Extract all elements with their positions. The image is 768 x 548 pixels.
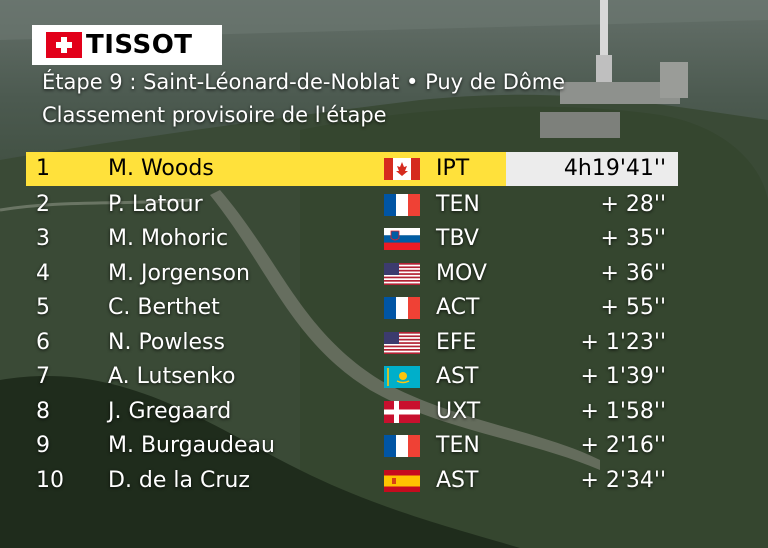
time-gap: + 35'' — [600, 226, 666, 251]
time-gap: + 1'58'' — [580, 399, 666, 424]
kazakhstan-flag-icon — [384, 366, 420, 388]
france-flag-icon — [384, 194, 420, 216]
team-code: TBV — [436, 226, 479, 251]
time-gap: + 36'' — [600, 261, 666, 286]
team-code: AST — [436, 468, 479, 493]
time-gap: + 55'' — [600, 295, 666, 320]
team-code: TEN — [436, 433, 480, 458]
swiss-cross-icon — [46, 32, 82, 58]
rider-name: M. Mohoric — [108, 226, 229, 251]
rank: 8 — [36, 399, 50, 424]
rank: 4 — [36, 261, 50, 286]
team-code: EFE — [436, 330, 477, 355]
rank: 5 — [36, 295, 50, 320]
tissot-logo-text: TISSOT — [86, 30, 193, 60]
canada-flag-icon — [384, 158, 420, 180]
rider-name: P. Latour — [108, 192, 203, 217]
standings-row-8: 8 J. Gregaard UXT + 1'58'' — [26, 395, 678, 429]
standings-row-6: 6 N. Powless EFE + 1'23'' — [26, 326, 678, 360]
leader-time-box — [506, 152, 678, 186]
team-code: TEN — [436, 192, 480, 217]
standings-row-10: 10 D. de la Cruz AST + 2'34'' — [26, 464, 678, 498]
rider-name: N. Powless — [108, 330, 225, 355]
time-gap: + 1'23'' — [580, 330, 666, 355]
rank: 6 — [36, 330, 50, 355]
spain-flag-icon — [384, 470, 420, 492]
time-gap: + 2'16'' — [580, 433, 666, 458]
ranking-subtitle: Classement provisoire de l'étape — [42, 103, 387, 127]
standings-row-2: 2 P. Latour TEN + 28'' — [26, 188, 678, 222]
rank: 10 — [36, 468, 64, 493]
team-code: AST — [436, 364, 479, 389]
rider-name: J. Gregaard — [108, 399, 232, 424]
team-code: IPT — [436, 156, 470, 181]
time-gap: + 2'34'' — [580, 468, 666, 493]
standings-row-1: 1 M. Woods IPT 4h19'41'' — [26, 152, 678, 186]
rank: 7 — [36, 364, 50, 389]
time-gap: + 1'39'' — [580, 364, 666, 389]
rider-name: D. de la Cruz — [108, 468, 250, 493]
france-flag-icon — [384, 297, 420, 319]
rank: 3 — [36, 226, 50, 251]
denmark-flag-icon — [384, 401, 420, 423]
usa-flag-icon — [384, 332, 420, 354]
rider-name: C. Berthet — [108, 295, 220, 320]
stage-title: Étape 9 : Saint-Léonard-de-Noblat • Puy … — [42, 70, 566, 94]
standings-row-9: 9 M. Burgaudeau TEN + 2'16'' — [26, 429, 678, 463]
team-code: ACT — [436, 295, 480, 320]
slovenia-flag-icon — [384, 228, 420, 250]
tissot-logo: TISSOT — [32, 25, 222, 65]
standings-row-3: 3 M. Mohoric TBV + 35'' — [26, 222, 678, 256]
rank: 2 — [36, 192, 50, 217]
rider-name: M. Jorgenson — [108, 261, 250, 286]
rider-name: M. Woods — [108, 156, 214, 181]
team-code: UXT — [436, 399, 481, 424]
standings-row-4: 4 M. Jorgenson MOV + 36'' — [26, 257, 678, 291]
france-flag-icon — [384, 435, 420, 457]
standings-row-5: 5 C. Berthet ACT + 55'' — [26, 291, 678, 325]
rider-name: M. Burgaudeau — [108, 433, 275, 458]
time-gap: + 28'' — [600, 192, 666, 217]
team-code: MOV — [436, 261, 487, 286]
usa-flag-icon — [384, 263, 420, 285]
finish-time: 4h19'41'' — [563, 156, 666, 181]
rank: 1 — [36, 156, 50, 181]
standings-row-7: 7 A. Lutsenko AST + 1'39'' — [26, 360, 678, 394]
rider-name: A. Lutsenko — [108, 364, 236, 389]
rank: 9 — [36, 433, 50, 458]
